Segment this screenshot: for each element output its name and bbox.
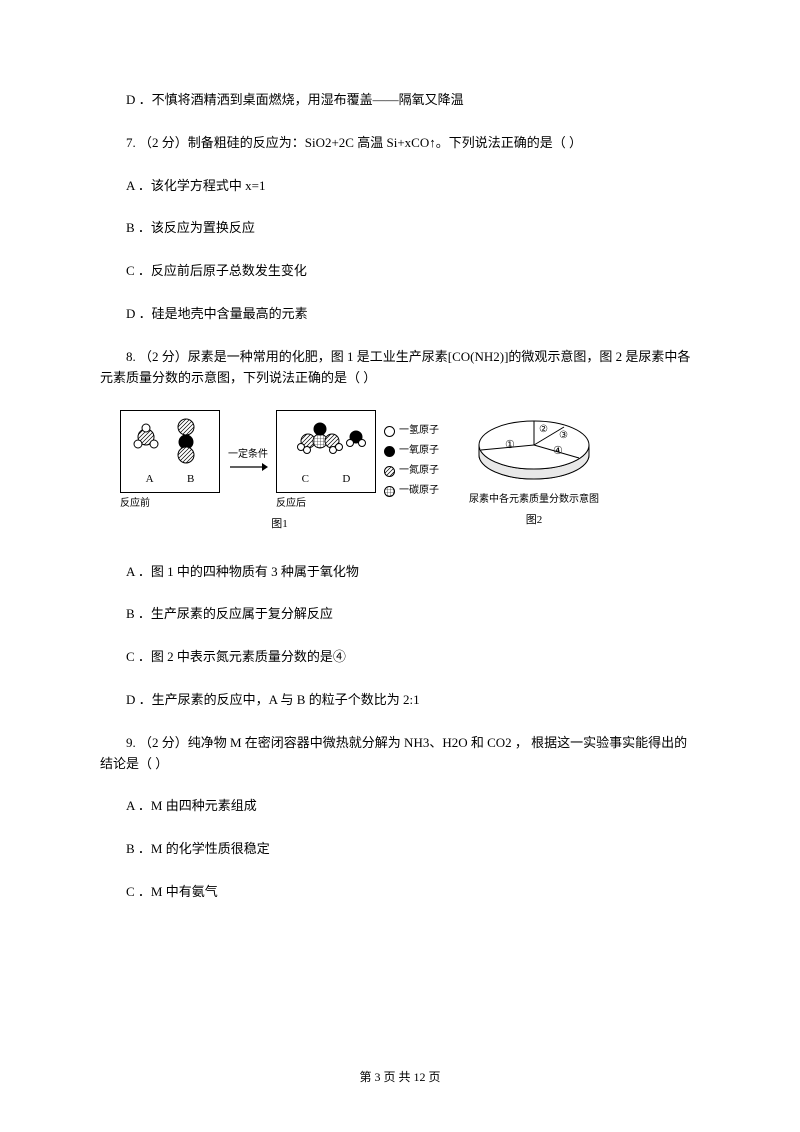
fig1-arrow-label: 一定条件: [228, 449, 268, 461]
molecules-after: [284, 417, 368, 467]
legend-label-n: 一氮原子: [399, 463, 439, 479]
figure-1: A B 反应前 一定条件: [120, 410, 439, 533]
q9-option-a: A ．M 由四种元素组成: [100, 796, 700, 817]
slice-4: ④: [553, 445, 563, 457]
fig1-right-caption: 反应后: [276, 496, 376, 512]
legend-label-h: 一氢原子: [399, 423, 439, 439]
fig1-right-panel-wrapper: C D 反应后: [276, 410, 376, 512]
q7-stem: 7. （2 分）制备粗硅的反应为：SiO2+2C 高温 Si+xCO↑。下列说法…: [100, 133, 700, 154]
q7-option-b: B ．该反应为置换反应: [100, 218, 700, 239]
legend-h: 一氢原子: [384, 423, 439, 439]
q8-option-c: C ．图 2 中表示氮元素质量分数的是④: [100, 647, 700, 668]
q8-option-b: B ．生产尿素的反应属于复分解反应: [100, 604, 700, 625]
q7-option-d: D ．硅是地壳中含量最高的元素: [100, 304, 700, 325]
slice-3: ③: [559, 430, 568, 441]
slice-2: ②: [539, 424, 548, 435]
legend-label-c: 一碳原子: [399, 483, 439, 499]
legend-circle-h: [384, 426, 395, 437]
slice-1: ①: [505, 439, 515, 451]
q8-option-a: A ．图 1 中的四种物质有 3 种属于氧化物: [100, 562, 700, 583]
fig2-caption-1: 尿素中各元素质量分数示意图: [469, 492, 599, 508]
q9-stem: 9. （2 分）纯净物 M 在密闭容器中微热就分解为 NH3、H2O 和 CO2…: [100, 733, 700, 775]
q9-option-b: B ．M 的化学性质很稳定: [100, 839, 700, 860]
fig1-caption: 图1: [271, 516, 288, 534]
figure-row: A B 反应前 一定条件: [120, 410, 700, 533]
fig1-arrow: 一定条件: [228, 449, 268, 473]
fig1-sub-a: A: [146, 471, 154, 489]
fig1-sub-b: B: [187, 471, 194, 489]
page-footer: 第 3 页 共 12 页: [0, 1068, 800, 1087]
legend-o: 一氧原子: [384, 443, 439, 459]
legend-c: 一碳原子: [384, 483, 439, 499]
legend-circle-c: [384, 486, 395, 497]
molecules-before: [128, 417, 212, 467]
q9-option-c: C ．M 中有氨气: [100, 882, 700, 903]
arrow-icon: [228, 461, 268, 473]
pie-chart: ① ② ③ ④: [469, 410, 599, 488]
legend-n: 一氮原子: [384, 463, 439, 479]
legend-circle-n: [384, 466, 395, 477]
legend-label-o: 一氧原子: [399, 443, 439, 459]
q8-stem-text: 8. （2 分）尿素是一种常用的化肥，图 1 是工业生产尿素[CO(NH2)]的…: [100, 349, 690, 385]
fig2-caption-2: 图2: [526, 512, 543, 530]
option-d-prev: D ．不慎将酒精洒到桌面燃烧，用湿布覆盖——隔氧又降温: [100, 90, 700, 111]
fig1-left-panel: A B: [120, 410, 220, 493]
q8-stem: 8. （2 分）尿素是一种常用的化肥，图 1 是工业生产尿素[CO(NH2)]的…: [100, 347, 700, 389]
fig1-sub-c: C: [302, 471, 309, 489]
q8-option-d: D ．生产尿素的反应中，A 与 B 的粒子个数比为 2:1: [100, 690, 700, 711]
fig1-left-panel-wrapper: A B 反应前: [120, 410, 220, 512]
fig1-legend: 一氢原子 一氧原子 一氮原子 一碳原子: [384, 423, 439, 499]
legend-circle-o: [384, 446, 395, 457]
fig1-sub-d: D: [342, 471, 350, 489]
q7-option-a: A ．该化学方程式中 x=1: [100, 176, 700, 197]
fig1-left-caption: 反应前: [120, 496, 220, 512]
q7-option-c: C ．反应前后原子总数发生变化: [100, 261, 700, 282]
fig1-right-panel: C D: [276, 410, 376, 493]
figure-2: ① ② ③ ④ 尿素中各元素质量分数示意图 图2: [469, 410, 599, 530]
